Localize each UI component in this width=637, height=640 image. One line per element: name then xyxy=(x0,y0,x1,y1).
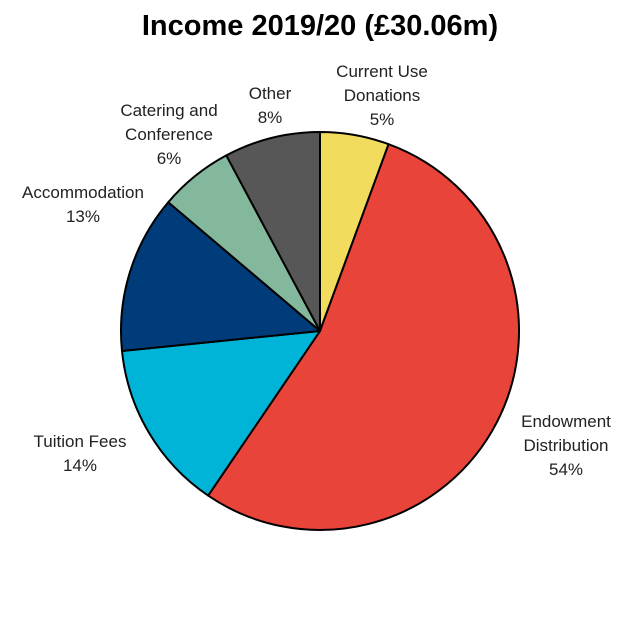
slice-endowment-distribution xyxy=(207,143,520,531)
label-endowment-distribution: Endowment Distribution 54% xyxy=(521,412,611,479)
chart-title: Income 2019/20 (£30.06m) xyxy=(141,10,499,42)
label-other: Other 8% xyxy=(248,84,292,127)
label-current-use-donations: Current Use Donations 5% xyxy=(336,62,428,129)
slice-other xyxy=(225,131,321,332)
slice-tuition-fees xyxy=(121,330,321,497)
label-tuition-fees: Tuition Fees 14% xyxy=(33,432,127,475)
label-catering-and-conference: Catering and Conference 6% xyxy=(120,101,218,168)
label-accommodation: Accommodation 13% xyxy=(22,183,144,226)
slice-accommodation xyxy=(120,201,321,352)
